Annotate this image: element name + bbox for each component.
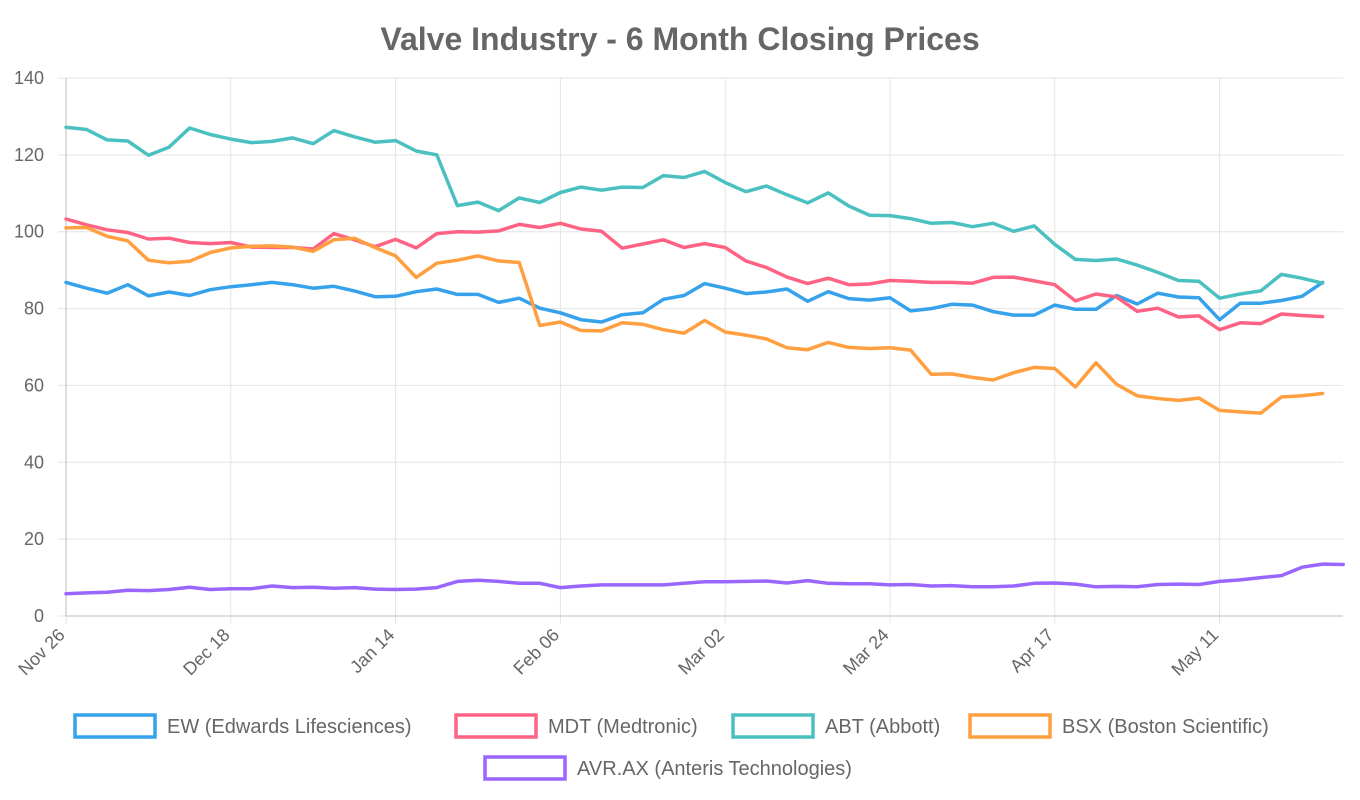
x-tick-label: May 11	[1167, 625, 1222, 680]
legend-swatch	[483, 755, 567, 781]
y-tick-label: 0	[34, 606, 44, 626]
legend-item[interactable]: BSX (Boston Scientific)	[968, 713, 1269, 739]
x-tick-label: Nov 26	[14, 625, 68, 679]
x-tick-label: Feb 06	[509, 625, 563, 679]
legend-swatch	[454, 713, 538, 739]
legend-swatch	[73, 713, 157, 739]
y-tick-label: 60	[24, 375, 44, 395]
series-lines	[64, 125, 1345, 596]
y-tick-label: 80	[24, 299, 44, 319]
y-tick-label: 100	[14, 222, 44, 242]
y-tick-label: 40	[24, 452, 44, 472]
legend-swatch	[968, 713, 1052, 739]
legend-label: MDT (Medtronic)	[548, 716, 698, 738]
x-tick-label: Mar 02	[674, 625, 728, 679]
y-tick-label: 140	[14, 68, 44, 88]
legend-item[interactable]: ABT (Abbott)	[731, 713, 940, 739]
x-tick-label: Apr 17	[1006, 625, 1058, 677]
legend-label: EW (Edwards Lifesciences)	[167, 716, 412, 738]
x-tick-label: Jan 14	[346, 625, 398, 677]
grid	[58, 77, 1343, 624]
legend-label: BSX (Boston Scientific)	[1062, 716, 1269, 738]
y-tick-label: 20	[24, 529, 44, 549]
legend-item[interactable]: MDT (Medtronic)	[454, 713, 698, 739]
legend-swatch	[731, 713, 815, 739]
y-tick-label: 120	[14, 145, 44, 165]
x-tick-label: Mar 24	[839, 625, 893, 679]
legend-label: AVR.AX (Anteris Technologies)	[577, 758, 852, 780]
legend-label: ABT (Abbott)	[825, 716, 940, 738]
x-tick-label: Dec 18	[179, 625, 233, 679]
series-line-0	[64, 280, 1325, 324]
series-line-3	[64, 225, 1325, 415]
legend-item[interactable]: AVR.AX (Anteris Technologies)	[483, 755, 852, 781]
legend[interactable]: EW (Edwards Lifesciences) MDT (Medtronic)…	[73, 713, 1269, 781]
chart-title: Valve Industry - 6 Month Closing Prices	[380, 21, 979, 57]
legend-item[interactable]: EW (Edwards Lifesciences)	[73, 713, 412, 739]
series-line-1	[64, 217, 1325, 332]
series-line-4	[64, 562, 1345, 596]
series-line-2	[64, 125, 1325, 300]
